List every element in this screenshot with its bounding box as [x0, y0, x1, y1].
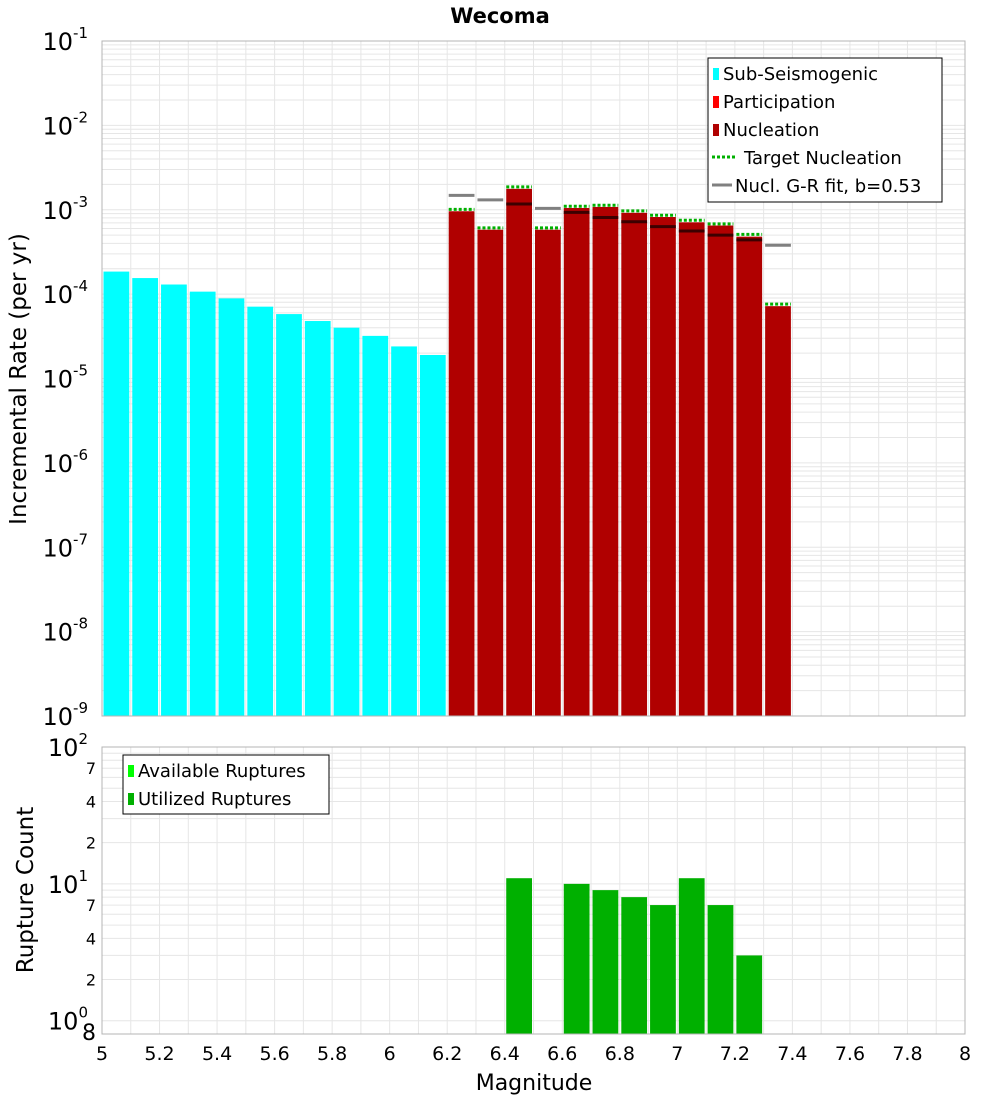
bottom-y-minor-label: 4 — [86, 929, 96, 948]
bottom-y-tick-label: 102 — [48, 730, 88, 762]
x-tick-label: 6.4 — [490, 1043, 520, 1065]
x-tick-label: 5 — [96, 1043, 108, 1065]
bottom-y-minor-label: 7 — [86, 759, 96, 778]
sub-seismogenic-bar — [161, 284, 187, 716]
sub-seismogenic-bar — [132, 278, 159, 716]
utilized-ruptures-bar — [592, 890, 619, 1034]
bottom-plot-frame — [101, 746, 966, 1035]
nucleation-bar — [765, 306, 791, 716]
x-tick-label: 7 — [671, 1043, 683, 1065]
top-y-tick-label: 10-2 — [42, 108, 88, 140]
sub-seismogenic-bar — [419, 354, 446, 716]
top-y-tick-label: 10-8 — [42, 615, 88, 647]
bottom-y-minor-label: 2 — [86, 834, 96, 853]
bottom-y-tick-label: 100 — [48, 1004, 88, 1036]
legend-swatch — [128, 793, 134, 805]
sub-seismogenic-bar — [333, 327, 360, 716]
legend-label: Nucl. G-R fit, b=0.53 — [735, 176, 921, 197]
utilized-ruptures-bar — [707, 905, 734, 1034]
sub-seismogenic-bar — [247, 306, 274, 716]
legend-label: Target Nucleation — [743, 148, 902, 169]
nucleation-bar — [477, 229, 504, 717]
nucleation-bar — [563, 207, 590, 716]
x-tick-label: 7.6 — [835, 1043, 865, 1065]
legend-swatch — [128, 765, 134, 777]
top-y-tick-label: 10-5 — [42, 362, 88, 394]
nucleation-bar — [535, 229, 561, 717]
utilized-ruptures-bar — [621, 897, 648, 1034]
utilized-ruptures-bar — [506, 878, 532, 1034]
legend-swatch — [713, 96, 719, 108]
sub-seismogenic-bar — [103, 271, 130, 716]
nucleation-bar — [650, 217, 676, 716]
top-y-tick-label: 10-1 — [42, 24, 88, 56]
top-y-tick-label: 10-4 — [42, 277, 88, 309]
x-tick-label: 6.8 — [605, 1043, 635, 1065]
bottom-y-minor-label: 7 — [86, 896, 96, 915]
x-tick-label: 5.2 — [144, 1043, 174, 1065]
x-tick-label: 7.2 — [720, 1043, 750, 1065]
bottom-y-tick-label: 101 — [48, 867, 88, 899]
nucleation-bar — [448, 211, 475, 717]
nucleation-bar — [621, 212, 648, 716]
x-tick-label: 5.4 — [202, 1043, 232, 1065]
utilized-ruptures-bar — [650, 905, 676, 1034]
sub-seismogenic-bar — [362, 335, 389, 716]
nucleation-bar — [707, 225, 734, 716]
top-plot-area: 10-9 10-8 10-7 10-6 10-5 10-4 10-3 10-2 10-1 Sub-… — [42, 24, 966, 731]
x-tick-label: 7.8 — [892, 1043, 922, 1065]
legend-swatch — [713, 68, 719, 80]
top-y-tick-label: 10-7 — [42, 530, 88, 562]
legend-label: Sub-Seismogenic — [723, 64, 878, 85]
top-plot-frame — [101, 40, 966, 717]
top-y-tick-label: 10-9 — [42, 699, 88, 731]
legend-label: Utilized Ruptures — [138, 789, 291, 810]
chart-title: Wecoma — [450, 4, 550, 28]
top-y-axis-label: Incremental Rate (per yr) — [6, 233, 32, 525]
bottom-y-minor-label: 2 — [86, 971, 96, 990]
legend-label: Available Ruptures — [138, 761, 306, 782]
legend-label: Nucleation — [723, 120, 819, 141]
utilized-ruptures-bar — [563, 883, 590, 1034]
nucleation-bar — [506, 188, 532, 716]
sub-seismogenic-bar — [189, 291, 216, 716]
sub-seismogenic-bar — [391, 346, 417, 716]
top-y-tick-label: 10-6 — [42, 446, 88, 478]
bottom-plot-area: 102 101 100 7 4 2 7 4 2 8 Available Ruptures Utiliz… — [48, 730, 971, 1065]
nucleation-bar — [736, 236, 763, 716]
legend-label: Participation — [723, 92, 835, 113]
utilized-ruptures-bar — [678, 878, 705, 1034]
sub-seismogenic-bar — [276, 314, 302, 716]
x-axis-label: Magnitude — [476, 1071, 593, 1096]
nucleation-bar — [592, 206, 619, 716]
x-tick-label: 7.4 — [777, 1043, 807, 1065]
x-tick-label: 6.2 — [432, 1043, 462, 1065]
x-tick-label: 5.8 — [317, 1043, 347, 1065]
top-legend-box — [707, 57, 943, 203]
bottom-y-minor-label: 8 — [82, 1021, 96, 1046]
top-y-tick-label: 10-3 — [42, 193, 88, 225]
bottom-y-axis-label: Rupture Count — [13, 807, 39, 973]
x-tick-label: 5.6 — [259, 1043, 289, 1065]
x-tick-label: 8 — [959, 1043, 971, 1065]
sub-seismogenic-bar — [218, 298, 245, 716]
x-tick-label: 6 — [384, 1043, 396, 1065]
utilized-ruptures-bar — [736, 955, 763, 1034]
sub-seismogenic-bar — [304, 321, 331, 716]
bottom-y-minor-label: 4 — [86, 792, 96, 811]
legend-swatch — [713, 124, 719, 136]
x-tick-label: 6.6 — [547, 1043, 577, 1065]
bottom-legend-box — [122, 754, 330, 815]
nucleation-bar — [678, 222, 705, 716]
